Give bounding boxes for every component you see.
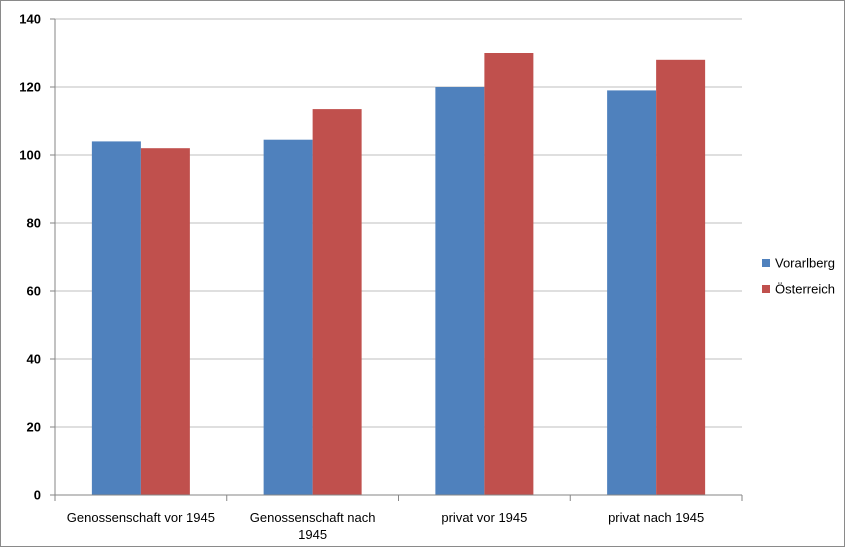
y-tick-label: 60 [27, 284, 41, 299]
legend-label: Vorarlberg [775, 256, 835, 271]
axes [50, 18, 743, 501]
y-tick-labels: 0 20 40 60 80 100 120 140 [19, 12, 41, 503]
y-tick-label: 80 [27, 216, 41, 231]
x-tick-label: privat vor 1945 [441, 510, 527, 525]
legend-label: Österreich [775, 282, 835, 297]
bar-oesterreich [484, 53, 534, 495]
y-tick-label: 100 [19, 148, 41, 163]
y-tick-label: 40 [27, 352, 41, 367]
x-tick-labels: Genossenschaft vor 1945 Genossenschaft na… [67, 510, 704, 542]
bars [91, 53, 706, 496]
bar-vorarlberg [607, 90, 657, 496]
legend-swatch [762, 259, 770, 267]
x-tick-label: 1945 [298, 527, 327, 542]
y-tick-label: 120 [19, 80, 41, 95]
y-tick-label: 20 [27, 420, 41, 435]
bar-oesterreich [656, 59, 706, 496]
bar-oesterreich [140, 148, 190, 495]
x-tick-label: Genossenschaft nach [250, 510, 376, 525]
x-tick-label: privat nach 1945 [608, 510, 704, 525]
bar-oesterreich [312, 109, 362, 495]
legend: Vorarlberg Österreich [762, 256, 835, 297]
legend-swatch [762, 285, 770, 293]
bar-vorarlberg [263, 139, 313, 495]
bar-vorarlberg [435, 87, 485, 495]
y-tick-label: 0 [34, 488, 41, 503]
x-tick-label: Genossenschaft vor 1945 [67, 510, 215, 525]
bar-vorarlberg [91, 141, 141, 495]
y-tick-label: 140 [19, 12, 41, 27]
